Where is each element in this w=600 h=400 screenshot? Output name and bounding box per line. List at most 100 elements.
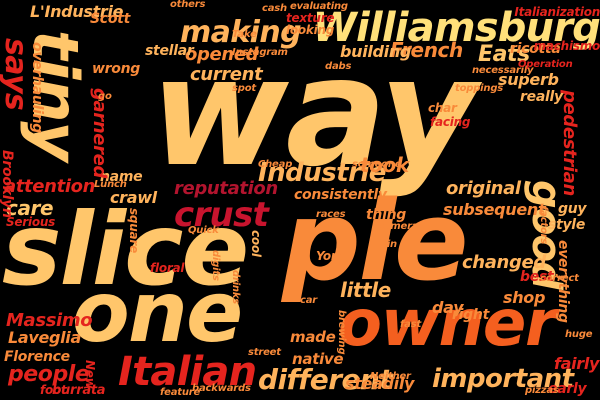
word-new: New [83,360,97,389]
word-neither: Neither [370,371,411,382]
word-toppings: toppings [455,83,504,94]
word-current: current [190,64,263,85]
word-go: go [98,91,112,102]
word-italianization: Italianization [514,5,600,19]
word-thing: thing [366,207,407,223]
word-native: native [292,350,344,368]
word-consistently: consistently [294,187,387,203]
word-floral: floral [150,261,185,275]
word-one: one [72,263,243,361]
word-square: square [127,208,141,253]
word-races: races [316,209,346,220]
word-huge: huge [565,329,593,340]
word-cash: cash [262,3,287,14]
word-people: people [8,362,90,387]
word-ricotta: ricotta [510,41,561,57]
word-important: important [432,364,574,394]
word-necessarily: necessarily [472,65,534,76]
word-different: different [258,363,393,396]
word-subsequent: subsequent [443,200,546,219]
word-texture: texture [286,11,335,25]
word-italian: Italian [118,349,257,395]
word-burrata: burrata [52,383,106,398]
word-care: care [6,196,54,220]
word-opened: opened [185,44,259,65]
word-really: really [520,89,563,105]
word-cool: cool [249,230,263,257]
word-instagram: Instagram [232,47,288,58]
word-pizzas: pizzas [525,385,559,396]
word-took: took [360,153,409,177]
word-quick: Quick [188,225,219,236]
word-evaluating: evaluating [290,1,348,12]
word-drinks: drinks [230,270,241,305]
word-win: Win [376,239,397,250]
word-york: York [316,249,345,263]
word-slice: slice [2,191,249,308]
word-facing: facing [430,115,471,129]
word-made: made [290,328,336,346]
word-industrie: Industrie [258,158,386,188]
word-operation: Operation [518,59,573,70]
word-pie: pie [282,177,469,305]
word-others: others [170,0,206,10]
word-shop: shop [503,288,546,307]
word-style: style [548,217,586,233]
word-making: making [180,15,302,50]
word-original: original [446,178,521,199]
word-crawl: crawl [110,188,157,207]
word-changed: changed [462,252,546,273]
word-stellar: stellar [145,43,194,59]
word-best: best [520,269,554,285]
word-backwards: backwards [192,383,251,394]
word-laveglia: Laveglia [8,328,81,347]
word-correct: correct [540,273,579,284]
word-looking: looking [286,23,335,37]
word-little: little [340,278,391,302]
word-way: way [150,26,477,200]
word-wrong: wrong [92,61,141,77]
word-dabs: dabs [325,61,352,72]
word-right: right [452,307,489,323]
word-brooklyn: Brooklyn [0,150,15,218]
word-name: name [100,169,143,185]
word-building: building [340,42,412,61]
word-feature: feature [160,387,201,398]
word-brewing: brewing [336,310,347,355]
word-car: car [300,295,318,306]
word-factors: factors [538,206,549,245]
word-scott: Scott [90,11,130,27]
word-superb: superb [498,70,559,89]
word-foot: foot [40,383,67,397]
word-pedestrian: pedestrian [559,90,580,196]
word-says: says [0,38,33,111]
word-take: Take [232,29,257,40]
word-l-industrie: L'Industrie [30,2,124,21]
word-char: char [428,101,457,115]
word-machismo: machismo [533,39,600,53]
word-reputation: reputation [174,178,278,199]
word-spot: spot [232,83,256,94]
word-day: day [432,298,464,317]
word-attention: attention [4,176,96,197]
word-overhauling: overhauling [29,42,45,134]
word-someone: someone [352,159,402,170]
word-cheap: Cheap [258,159,293,170]
word-crust: crust [174,195,269,235]
word-williamsburg: Williamsburg [312,5,600,51]
word-street: street [248,347,281,358]
word-lunch: Lunch [94,179,127,190]
word-massimo: Massimo [6,310,93,331]
word-early: early [548,381,587,397]
word-french: French [390,38,463,62]
word-florence: Florence [4,349,70,365]
word-guy: guy [558,201,587,217]
word-fairly: fairly [554,354,600,373]
word-eats: Eats [478,42,530,67]
word-fast: fast [400,319,422,330]
word-digits: digits [210,250,221,281]
word-owner: owner [338,287,557,361]
word-serious: Serious [6,215,56,229]
word-steadily: steadily [345,374,415,393]
